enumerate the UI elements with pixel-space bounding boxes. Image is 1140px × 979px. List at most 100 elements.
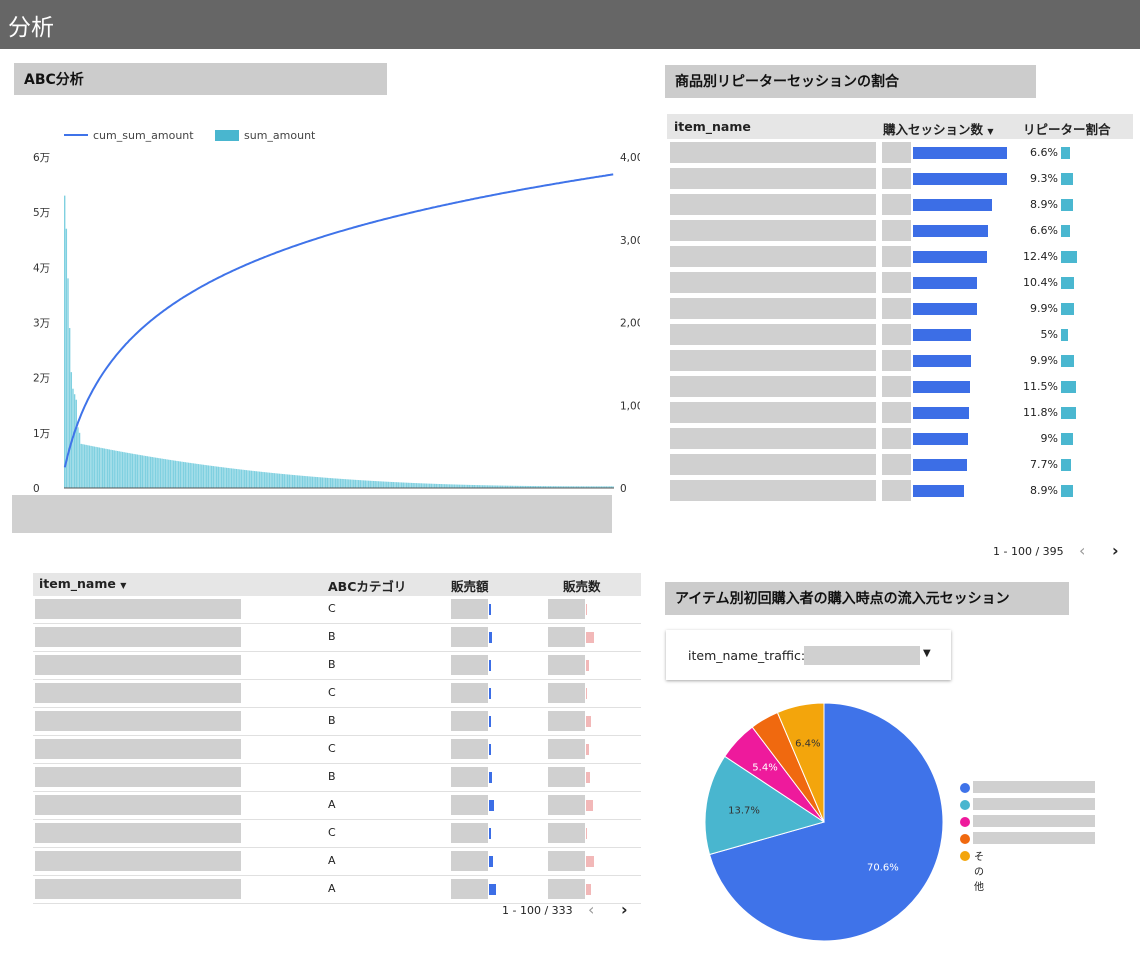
bar-sum-amount (549, 486, 551, 488)
col-item-name[interactable]: item_name (674, 119, 751, 134)
bar-sum-amount (305, 476, 307, 488)
bar-sum-amount (415, 483, 418, 488)
bar-sum-amount (450, 484, 452, 488)
table-row[interactable]: B (33, 764, 641, 792)
pie-slice[interactable] (704, 755, 826, 856)
table-row[interactable]: 6.6% (667, 217, 1133, 245)
bar-sum-amount (516, 485, 518, 488)
sales-amount-bar (489, 856, 494, 867)
table-row[interactable]: 9.3% (667, 165, 1133, 193)
col-item-name[interactable]: item_name ▼ (39, 576, 126, 591)
bar-sum-amount (174, 460, 177, 488)
purchase-sessions-bar (913, 147, 1007, 159)
right-tick-label: 2,000 (620, 318, 640, 330)
legend-label-other: その他 (974, 852, 984, 893)
bar-sum-amount (245, 470, 248, 488)
table-row[interactable]: A (33, 848, 641, 876)
bar-sum-amount (169, 459, 172, 488)
bar-sum-amount (80, 443, 82, 488)
sales-count-value (548, 823, 585, 843)
bar-sum-amount (189, 462, 191, 488)
chevron-right-icon[interactable]: › (1112, 541, 1119, 560)
purchase-sessions-value (882, 376, 911, 397)
bar-sum-amount (328, 477, 330, 488)
bar-sum-amount (511, 485, 513, 488)
table-row[interactable]: C (33, 820, 641, 848)
bar-sum-amount (184, 462, 186, 488)
bar-sum-amount (90, 445, 92, 488)
purchase-sessions-value (882, 454, 911, 475)
pie-slice[interactable] (776, 702, 825, 823)
bar-sum-amount (323, 477, 325, 488)
table-row[interactable]: 9.9% (667, 347, 1133, 375)
table-row[interactable]: 12.4% (667, 243, 1133, 271)
caret-down-icon[interactable]: ▼ (923, 648, 931, 659)
table-row[interactable]: C (33, 596, 641, 624)
bar-sum-amount (315, 476, 317, 488)
item-name-cell (670, 454, 876, 475)
purchase-sessions-bar (913, 199, 992, 211)
chevron-right-icon[interactable]: › (621, 900, 628, 919)
table-row[interactable]: B (33, 708, 641, 736)
table-row[interactable]: 9% (667, 425, 1133, 453)
bar-sum-amount (495, 485, 497, 488)
table-row[interactable]: C (33, 736, 641, 764)
abc-table-header: item_name ▼ ABCカテゴリ 販売額 販売数 (33, 573, 641, 596)
bar-sum-amount (338, 478, 340, 488)
bar-sum-amount (123, 452, 125, 488)
item-name-traffic-filter[interactable]: item_name_traffic: ▼ (666, 630, 951, 680)
bar-sum-amount (125, 452, 127, 488)
repeater-ratio-label: 7.7% (1030, 458, 1058, 471)
bar-sum-amount (186, 462, 188, 488)
chevron-left-icon[interactable]: ‹ (1079, 541, 1086, 560)
top-bar: 分析 (0, 0, 1140, 49)
sales-count-bar (586, 828, 588, 839)
bar-sum-amount (438, 484, 441, 488)
table-row[interactable]: 10.4% (667, 269, 1133, 297)
bar-sum-amount (191, 463, 193, 488)
repeater-ratio-bar (1061, 303, 1074, 315)
table-row[interactable]: 11.8% (667, 399, 1133, 427)
bar-sum-amount (379, 481, 381, 488)
table-row[interactable]: 9.9% (667, 295, 1133, 323)
abc-category-cell: A (328, 882, 336, 895)
bar-sum-amount (526, 485, 528, 488)
pie-slice[interactable] (708, 702, 944, 942)
table-row[interactable]: B (33, 652, 641, 680)
table-row[interactable]: 6.6% (667, 139, 1133, 167)
sales-amount-value (451, 851, 488, 871)
table-row[interactable]: 11.5% (667, 373, 1133, 401)
purchase-sessions-value (882, 194, 911, 215)
item-name-cell (670, 376, 876, 397)
bar-sum-amount (177, 461, 180, 488)
bar-sum-amount (463, 484, 466, 488)
col-sales-amount[interactable]: 販売額 (451, 579, 489, 594)
table-row[interactable]: 7.7% (667, 451, 1133, 479)
table-row[interactable]: 8.9% (667, 191, 1133, 219)
bar-sum-amount (576, 486, 578, 488)
table-row[interactable]: C (33, 680, 641, 708)
bar-sum-amount (154, 457, 157, 488)
bar-sum-amount (100, 447, 102, 488)
col-repeater-ratio[interactable]: リピーター割合 (1023, 122, 1111, 137)
item-name-cell (670, 480, 876, 501)
bar-sum-amount (108, 449, 110, 488)
repeater-ratio-bar (1061, 355, 1074, 367)
bar-sum-amount (339, 478, 342, 488)
repeater-ratio-bar (1061, 147, 1070, 159)
col-purchase-sessions[interactable]: 購入セッション数 ▼ (883, 119, 994, 138)
repeater-pager-text: 1 - 100 / 395 (993, 545, 1064, 558)
table-row[interactable]: B (33, 624, 641, 652)
table-row[interactable]: A (33, 876, 641, 904)
col-sales-count[interactable]: 販売数 (563, 579, 601, 594)
bar-sum-amount (448, 484, 451, 488)
abc-chart-filter-placeholder[interactable] (12, 495, 612, 533)
table-row[interactable]: 5% (667, 321, 1133, 349)
table-row[interactable]: 8.9% (667, 477, 1133, 505)
chevron-left-icon[interactable]: ‹ (588, 900, 595, 919)
filter-value[interactable] (804, 646, 920, 665)
table-row[interactable]: A (33, 792, 641, 820)
bar-sum-amount (194, 463, 196, 488)
col-abc-category[interactable]: ABCカテゴリ (328, 579, 407, 594)
bar-sum-amount (538, 486, 540, 488)
